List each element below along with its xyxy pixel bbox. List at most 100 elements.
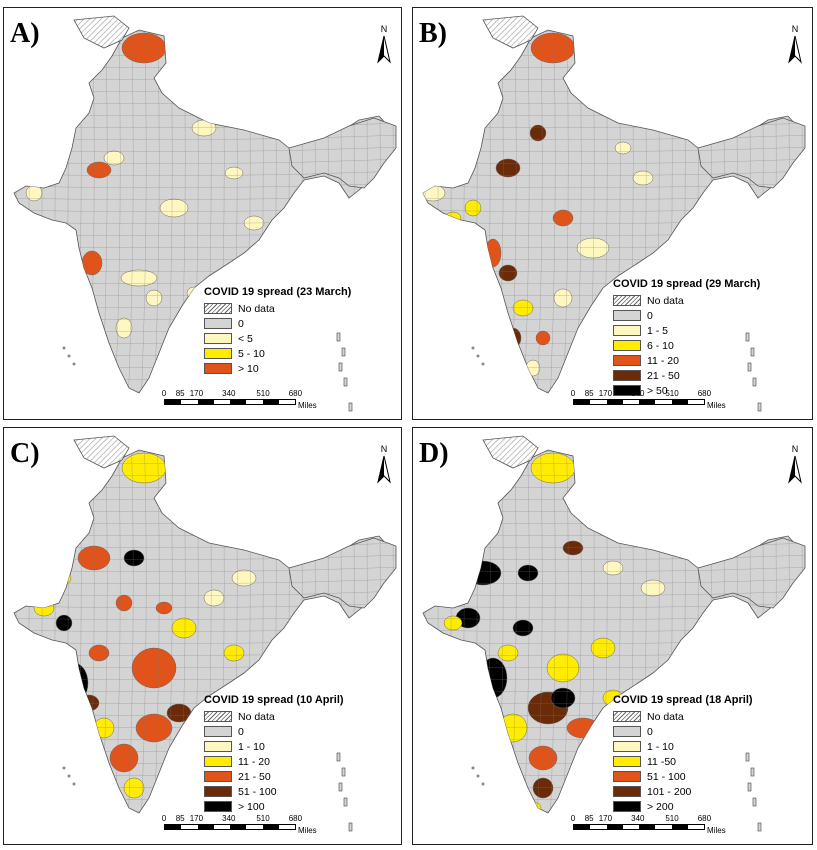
scale-tick: 85 [175, 389, 185, 398]
district-patch [109, 743, 139, 773]
no-data-region [482, 435, 539, 469]
district-patch [93, 717, 115, 739]
district-patch [223, 644, 245, 662]
district-patch [145, 801, 163, 813]
legend-label: > 10 [238, 362, 259, 375]
scale-tick: 340 [631, 389, 645, 398]
legend-row: 21 - 50 [204, 769, 344, 784]
legend-row: 1 - 10 [204, 739, 344, 754]
scale-tick: 510 [665, 814, 679, 823]
island [757, 822, 762, 832]
legend-label: > 200 [647, 800, 674, 813]
legend-title: COVID 19 spread (18 April) [613, 694, 753, 706]
no-data-region [482, 15, 539, 49]
district-patch [171, 617, 197, 639]
island [745, 332, 750, 342]
legend-swatch [613, 295, 641, 306]
legend-label: > 50 [647, 384, 668, 397]
legend-row: 0 [613, 308, 760, 323]
district-patch [145, 289, 163, 307]
district-patch [517, 564, 539, 582]
legend-label: 51 - 100 [647, 770, 686, 783]
legend-label: 5 - 10 [238, 347, 265, 360]
panel-label: D) [419, 438, 449, 469]
legend-swatch [613, 370, 641, 381]
scale-unit: Miles [298, 826, 317, 835]
legend-swatch [204, 333, 232, 344]
legend-label: No data [238, 710, 275, 723]
scale-bar: 0 85 170 340 510 680 Miles [571, 814, 726, 835]
district-patch [46, 569, 72, 587]
legend-label: 0 [647, 725, 653, 738]
island [62, 346, 66, 350]
island [747, 782, 752, 792]
district-patch [33, 599, 55, 617]
district-patch [121, 32, 167, 64]
district-patch [550, 687, 576, 709]
northeast-outline [288, 537, 397, 609]
district-patch [602, 560, 624, 576]
district-patch [78, 694, 100, 712]
island [67, 354, 71, 358]
legend-swatch [613, 310, 641, 321]
north-arrow-icon: N [371, 444, 397, 488]
district-patch [692, 210, 704, 226]
legend-row: 1 - 10 [613, 739, 753, 754]
district-patch [283, 625, 295, 641]
district-patch [498, 713, 528, 743]
legend-swatch [613, 786, 641, 797]
legend-swatch [204, 771, 232, 782]
district-patch [186, 286, 202, 300]
district-patch [103, 150, 125, 166]
legend-swatch [613, 325, 641, 336]
north-arrow-icon: N [782, 24, 808, 68]
legend-swatch [204, 348, 232, 359]
district-patch [444, 211, 462, 225]
legend-swatch [204, 363, 232, 374]
legend-row: 101 - 200 [613, 784, 753, 799]
island [750, 767, 755, 777]
legend-label: 11 -50 [647, 755, 676, 768]
island [338, 362, 343, 372]
legend-label: 6 - 10 [647, 339, 674, 352]
scale-unit: Miles [298, 401, 317, 410]
legend-swatch [613, 385, 641, 396]
panel-b: B) N COVID 19 spread (29 March) No data 0 1 … [412, 7, 813, 420]
legend-label: 1 - 5 [647, 324, 669, 337]
island [343, 377, 348, 387]
panel-label: A) [10, 18, 40, 49]
legend-label: No data [647, 294, 684, 307]
island [343, 797, 348, 807]
legend-row: 0 [204, 724, 344, 739]
legend-row: 0 [613, 724, 753, 739]
legend-row-no-data: No data [613, 293, 760, 308]
legend-row: > 100 [204, 799, 344, 814]
scale-bar: 0 85 170 340 510 680 Miles [571, 389, 726, 410]
island [476, 774, 480, 778]
legend-swatch [613, 801, 641, 812]
north-letter: N [791, 444, 799, 454]
panel-label: B) [419, 18, 447, 49]
no-data-region [73, 435, 130, 469]
legend-row: 0 [204, 316, 351, 331]
legend-title: COVID 19 spread (29 March) [613, 278, 761, 290]
scale-tick: 510 [256, 389, 270, 398]
legend-swatch [204, 711, 232, 722]
scale-tick: 510 [256, 814, 270, 823]
district-patch [191, 119, 217, 137]
north-letter: N [380, 24, 388, 34]
legend-swatch [204, 303, 232, 314]
district-patch [203, 589, 225, 607]
legend-swatch [613, 726, 641, 737]
scale-tick: 0 [161, 389, 167, 398]
island [481, 782, 485, 786]
legend: COVID 19 spread (23 March) No data 0 < 5 5 -… [204, 286, 351, 376]
legend-title: COVID 19 spread (23 March) [204, 286, 352, 298]
legend-label: 21 - 50 [647, 369, 680, 382]
district-patch [512, 619, 534, 637]
district-patch [283, 205, 295, 221]
scale-tick: 170 [189, 814, 204, 823]
island [348, 822, 353, 832]
district-patch [115, 317, 133, 339]
scale-tick: 340 [222, 389, 236, 398]
